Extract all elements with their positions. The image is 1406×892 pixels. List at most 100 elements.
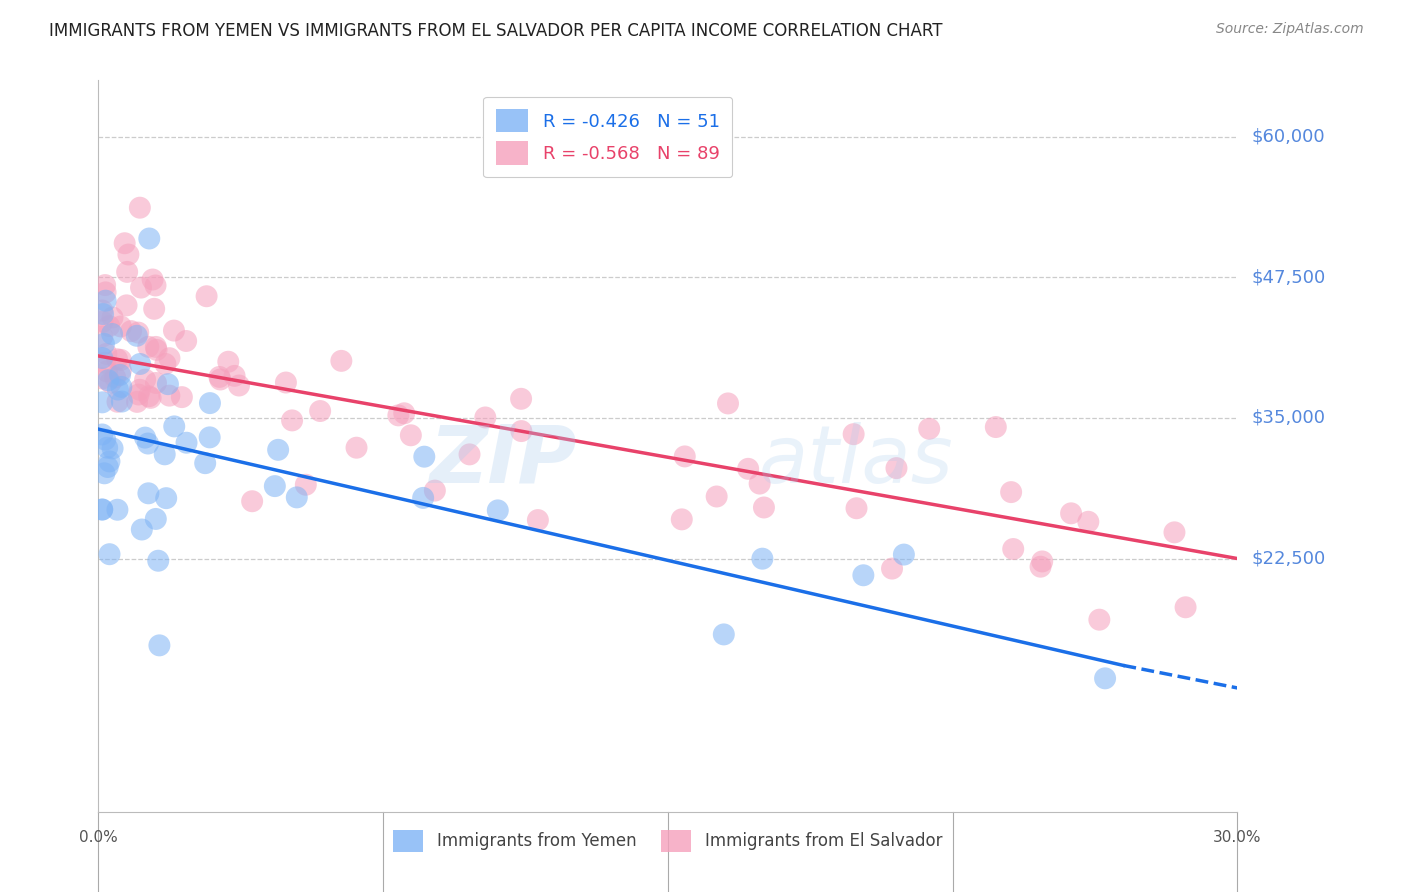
Point	[91, 502, 114, 516]
Point	[474, 410, 496, 425]
Point	[1002, 542, 1025, 557]
Point	[128, 383, 150, 397]
Point	[94, 278, 117, 293]
Text: $60,000: $60,000	[1251, 128, 1324, 145]
Point	[717, 396, 740, 410]
Point	[94, 293, 117, 308]
Point	[240, 494, 263, 508]
Point	[153, 447, 176, 461]
Point	[134, 373, 156, 387]
Point	[170, 390, 193, 404]
Point	[91, 395, 114, 409]
Point	[134, 431, 156, 445]
Point	[101, 442, 124, 456]
Point	[145, 340, 167, 354]
Point	[110, 352, 132, 367]
Point	[98, 547, 121, 561]
Point	[157, 389, 180, 403]
Point	[138, 486, 160, 500]
Point	[127, 326, 149, 340]
Point	[145, 512, 167, 526]
Point	[176, 435, 198, 450]
Point	[706, 490, 728, 504]
Point	[129, 357, 152, 371]
Point	[91, 502, 114, 516]
Point	[128, 201, 150, 215]
Point	[224, 368, 246, 383]
Point	[387, 409, 409, 423]
Point	[148, 554, 170, 568]
Point	[107, 394, 129, 409]
Point	[91, 329, 114, 343]
Legend: Immigrants from Yemen, Immigrants from El Salvador: Immigrants from Yemen, Immigrants from E…	[387, 823, 949, 858]
Point	[139, 391, 162, 405]
Point	[737, 462, 759, 476]
Point	[91, 315, 114, 329]
Point	[91, 371, 114, 385]
Point	[399, 428, 422, 442]
Point	[1060, 506, 1083, 520]
Point	[673, 450, 696, 464]
Point	[845, 501, 868, 516]
Point	[129, 280, 152, 294]
Point	[91, 427, 114, 442]
Point	[281, 413, 304, 427]
Point	[309, 404, 332, 418]
Point	[194, 456, 217, 470]
Point	[209, 372, 232, 386]
Point	[1094, 671, 1116, 685]
Point	[423, 483, 446, 498]
Point	[91, 307, 114, 321]
Text: ZIP: ZIP	[429, 422, 576, 500]
Text: $47,500: $47,500	[1251, 268, 1326, 286]
Point	[138, 231, 160, 245]
Point	[195, 289, 218, 303]
Point	[96, 364, 118, 378]
Point	[107, 502, 129, 516]
Point	[346, 441, 368, 455]
Point	[263, 479, 285, 493]
Point	[94, 285, 117, 300]
Point	[104, 370, 127, 384]
Text: $22,500: $22,500	[1251, 549, 1326, 567]
Point	[1174, 600, 1197, 615]
Point	[110, 363, 132, 377]
Point	[1031, 554, 1053, 568]
Point	[145, 376, 167, 390]
Point	[748, 476, 770, 491]
Point	[155, 491, 177, 505]
Point	[107, 383, 129, 397]
Point	[893, 548, 915, 562]
Point	[198, 396, 221, 410]
Text: Source: ZipAtlas.com: Source: ZipAtlas.com	[1216, 22, 1364, 37]
Point	[131, 523, 153, 537]
Point	[125, 395, 148, 409]
Point	[751, 551, 773, 566]
Point	[392, 406, 415, 420]
Text: atlas: atlas	[759, 422, 953, 500]
Point	[1088, 613, 1111, 627]
Point	[142, 272, 165, 286]
Point	[752, 500, 775, 515]
Point	[115, 298, 138, 312]
Point	[918, 422, 941, 436]
Point	[138, 389, 160, 403]
Point	[852, 568, 875, 582]
Point	[110, 319, 132, 334]
Point	[110, 380, 132, 394]
Point	[156, 377, 179, 392]
Point	[117, 247, 139, 261]
Point	[155, 357, 177, 371]
Point	[97, 373, 120, 387]
Point	[198, 430, 221, 444]
Point	[510, 424, 533, 438]
Point	[163, 419, 186, 434]
Point	[330, 354, 353, 368]
Point	[145, 278, 167, 293]
Point	[98, 454, 121, 468]
Point	[159, 351, 181, 366]
Point	[101, 310, 124, 325]
Point	[713, 627, 735, 641]
Point	[1029, 559, 1052, 574]
Point	[510, 392, 533, 406]
